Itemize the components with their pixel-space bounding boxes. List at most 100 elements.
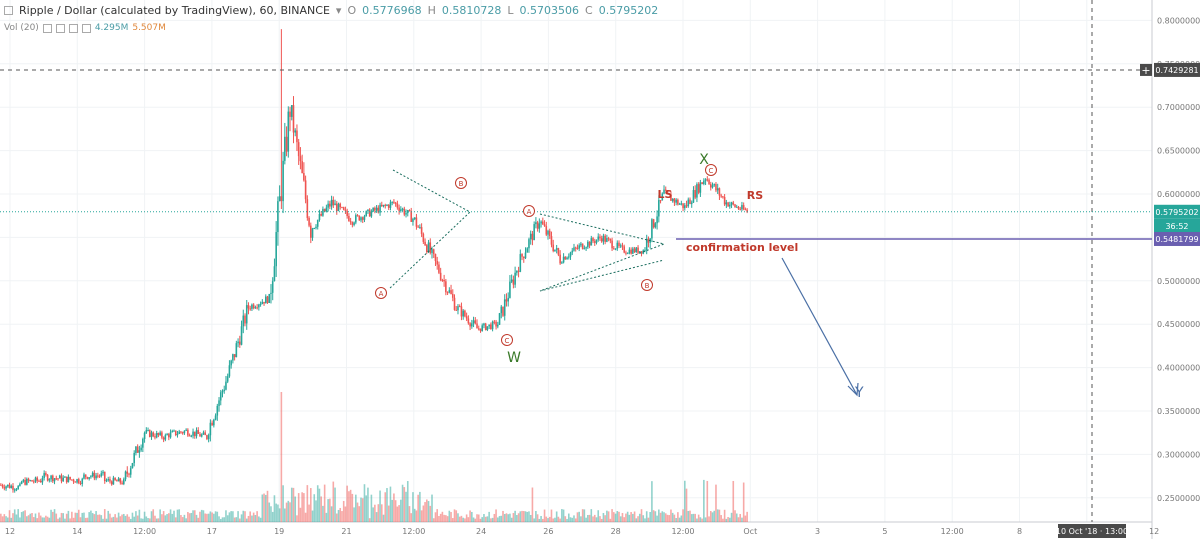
chart-header: Ripple / Dollar (calculated by TradingVi…: [0, 0, 1154, 20]
volume-bar: [136, 515, 139, 522]
candle-body: [26, 478, 28, 485]
volume-bar: [507, 514, 509, 522]
volume-bar: [697, 514, 700, 522]
volume-bar: [382, 514, 385, 522]
candle-body: [349, 221, 352, 223]
volume-bar: [590, 509, 593, 522]
add-alert-bg: [1140, 63, 1152, 76]
candle-body: [522, 256, 525, 259]
volume-bar: [8, 510, 11, 522]
candle-body: [240, 326, 243, 345]
volume-bar: [356, 502, 359, 522]
settings-icon[interactable]: [55, 23, 65, 33]
candle-body: [588, 241, 591, 246]
confirmation-level-label: confirmation level: [686, 241, 798, 254]
candle-body: [367, 209, 369, 212]
candle-body: [334, 203, 336, 206]
volume-bar: [81, 512, 84, 522]
volume-bar: [585, 517, 587, 522]
candle-body: [729, 204, 731, 207]
volume-bar: [469, 510, 471, 522]
volume-bar: [630, 512, 632, 522]
volume-bar: [344, 506, 347, 522]
candle-body: [574, 247, 577, 249]
candle-body: [476, 323, 478, 329]
candle-body: [718, 188, 721, 196]
volume-bar: [204, 513, 206, 522]
volume-bar: [595, 517, 598, 522]
volume-bar: [3, 514, 6, 522]
more-icon[interactable]: [81, 23, 91, 33]
candle-body: [320, 214, 322, 216]
candle-body: [329, 203, 331, 207]
candle-body: [519, 254, 522, 272]
candle-body: [218, 400, 220, 406]
volume-bar: [98, 514, 101, 522]
wave-y-label: Y: [854, 385, 864, 401]
volume-bar: [64, 518, 66, 522]
crosshair-price-label: 0.7429281: [1155, 66, 1198, 75]
candle-body: [93, 472, 96, 479]
candle-body: [296, 130, 298, 143]
volume-bar: [368, 518, 371, 522]
volume-bar: [105, 518, 108, 522]
candle-body: [315, 226, 317, 229]
volume-bar: [645, 511, 648, 522]
candle-body: [112, 477, 115, 485]
low-value: 0.5703506: [519, 3, 580, 17]
volume-bar: [38, 512, 40, 522]
candle-body: [420, 227, 423, 234]
candle-body: [689, 199, 691, 205]
volume-bar: [531, 487, 534, 522]
volume-bar: [311, 510, 314, 522]
candle-body: [360, 217, 362, 221]
candle-body: [436, 260, 438, 265]
volume-bar: [375, 512, 378, 522]
volume-bar: [264, 494, 267, 522]
volume-bar: [477, 514, 480, 522]
candle-body: [730, 202, 733, 205]
volume-bar: [616, 511, 619, 522]
candle-body: [60, 475, 63, 482]
volume-bar: [197, 517, 200, 522]
volume-bar: [663, 512, 665, 522]
candle-body: [497, 324, 499, 327]
candle-body: [235, 343, 238, 358]
volume-bar: [495, 509, 497, 522]
volume-bar: [5, 516, 7, 522]
candle-body: [552, 244, 555, 252]
volume-bar: [299, 507, 302, 522]
candle-body: [450, 290, 452, 294]
volume-bar: [79, 517, 82, 522]
price-tick-label: 0.2500000: [1157, 494, 1200, 503]
candle-body: [502, 306, 504, 316]
candle-body: [540, 221, 542, 224]
candle-body: [562, 256, 565, 263]
symbol-dropdown-icon[interactable]: ▾: [335, 3, 342, 17]
volume-label[interactable]: Vol (20): [4, 23, 39, 33]
candle-body: [270, 292, 272, 294]
candle-body: [595, 239, 598, 243]
volume-bar: [493, 513, 496, 522]
volume-bar: [706, 480, 709, 522]
candle-body: [652, 219, 655, 228]
candle-body: [725, 202, 728, 205]
candle-body: [578, 245, 580, 249]
volume-bar: [162, 511, 165, 522]
candle-body: [204, 432, 206, 436]
symbol-collapse-icon[interactable]: [4, 5, 13, 15]
candle-body: [370, 211, 373, 217]
volume-bar: [258, 516, 260, 522]
close-icon[interactable]: [68, 23, 78, 33]
candle-body: [443, 280, 445, 282]
symbol-title[interactable]: Ripple / Dollar (calculated by TradingVi…: [19, 3, 330, 17]
volume-bar: [567, 513, 570, 522]
wave-w-label: W: [507, 350, 521, 366]
volume-bar: [273, 495, 276, 522]
volume-bar: [256, 511, 258, 522]
volume-bar: [545, 516, 548, 522]
visibility-icon[interactable]: [42, 23, 52, 33]
candle-body: [569, 252, 572, 257]
candle-body: [403, 208, 406, 215]
